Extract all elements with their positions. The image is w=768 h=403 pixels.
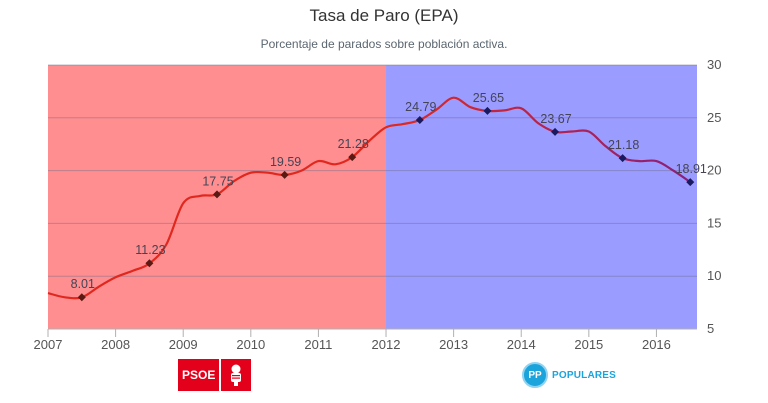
data-label-9: 18.91 <box>676 162 707 176</box>
chart-title: Tasa de Paro (EPA) <box>309 6 459 25</box>
data-label-8: 21.18 <box>608 138 639 152</box>
y-tick-label: 25 <box>707 110 721 125</box>
x-tick-label: 2013 <box>439 337 468 352</box>
y-tick-label: 20 <box>707 163 721 178</box>
chart-subtitle: Porcentaje de parados sobre población ac… <box>260 37 508 51</box>
data-label-2: 17.75 <box>202 174 233 188</box>
data-marker-6 <box>483 106 492 115</box>
psoe-logo: PSOE <box>178 359 252 391</box>
background-bands <box>48 65 697 329</box>
x-axis-ticks: 2007 2008 2009 2010 2011 2012 2013 2014 2015 2016 <box>34 329 671 352</box>
x-tick-label: 2009 <box>169 337 198 352</box>
x-tick-label: 2007 <box>34 337 63 352</box>
data-label-7: 23.67 <box>540 112 571 126</box>
data-marker-5 <box>415 116 424 125</box>
data-label-4: 21.28 <box>338 137 369 151</box>
data-marker-3 <box>280 170 289 179</box>
data-marker-9 <box>686 178 695 187</box>
y-axis-ticks: 5 10 15 20 25 30 <box>707 57 721 336</box>
data-markers <box>77 106 695 302</box>
pp-logo: PP POPULARES <box>522 362 616 388</box>
series-lines <box>47 96 691 300</box>
y-tick-label: 5 <box>707 321 714 336</box>
data-marker-7 <box>551 127 560 136</box>
psoe-logo-text: PSOE <box>178 359 220 391</box>
data-marker-4 <box>348 153 357 162</box>
data-label-0: 8.01 <box>71 277 95 291</box>
x-tick-label: 2012 <box>372 337 401 352</box>
x-tick-label: 2015 <box>574 337 603 352</box>
x-tick-label: 2016 <box>642 337 671 352</box>
data-label-1: 11.23 <box>135 243 165 257</box>
x-tick-label: 2008 <box>101 337 130 352</box>
pp-logo-text: POPULARES <box>552 369 617 381</box>
x-tick-label: 2010 <box>236 337 265 352</box>
y-tick-label: 15 <box>707 215 721 230</box>
pp-gull-icon: PP <box>522 362 548 388</box>
y-tick-label: 10 <box>707 268 721 283</box>
data-label-5: 24.79 <box>405 100 436 114</box>
series-line <box>47 96 691 300</box>
data-marker-2 <box>213 190 222 199</box>
x-tick-label: 2011 <box>304 337 332 352</box>
data-label-3: 19.59 <box>270 155 301 169</box>
data-labels: 8.01 11.23 17.75 19.59 21.28 24.79 25.65 23.67 2… <box>71 91 707 291</box>
y-tick-label: 30 <box>707 57 721 72</box>
data-marker-8 <box>618 154 627 163</box>
rose-fist-icon <box>221 359 252 391</box>
data-marker-0 <box>77 293 86 302</box>
data-marker-1 <box>145 259 154 268</box>
data-label-6: 25.65 <box>473 91 504 105</box>
x-tick-label: 2014 <box>507 337 536 352</box>
